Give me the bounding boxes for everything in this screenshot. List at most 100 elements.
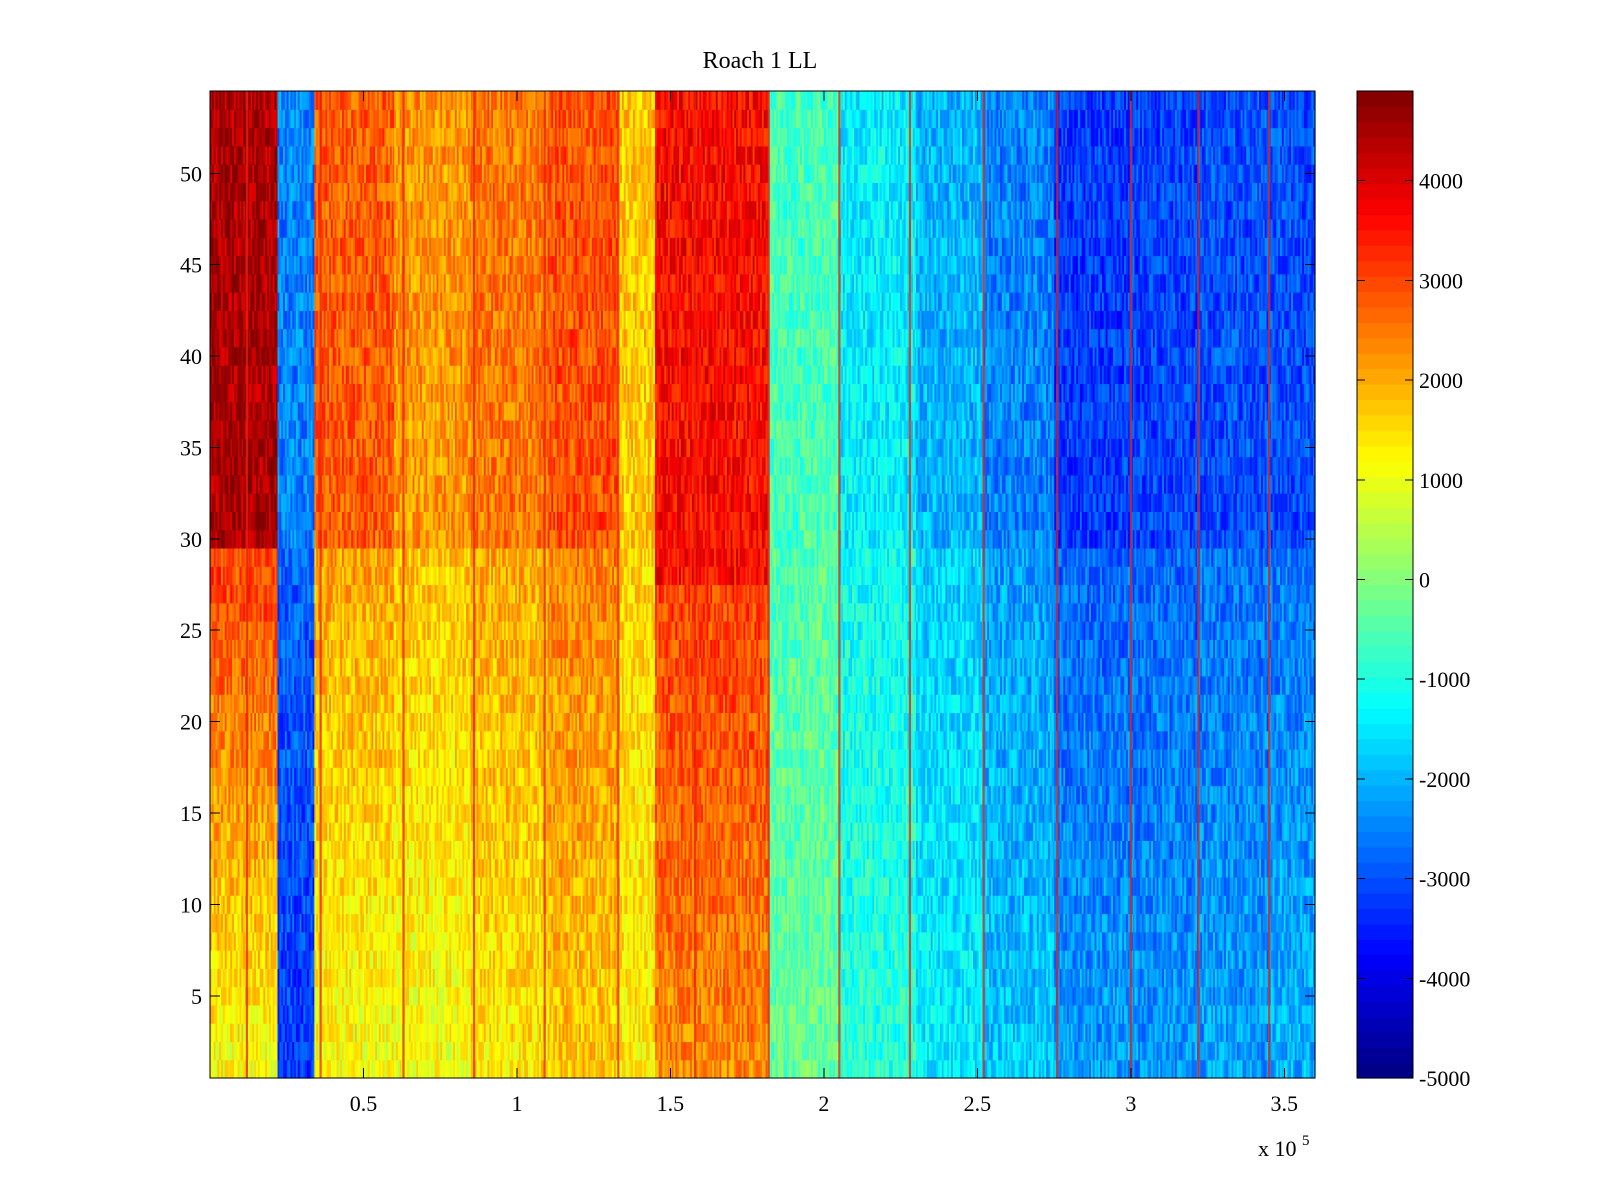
heatmap-cell — [295, 273, 299, 293]
heatmap-cell — [279, 712, 282, 732]
heatmap-cell — [254, 621, 257, 640]
heatmap-cell — [221, 310, 224, 330]
heatmap-cell — [237, 1023, 241, 1043]
heatmap-cell — [290, 913, 293, 933]
heatmap-cell — [297, 401, 301, 421]
heatmap-cell — [219, 968, 222, 988]
heatmap-cell — [276, 109, 279, 129]
heatmap-cell — [306, 566, 310, 586]
heatmap-cell — [308, 931, 312, 951]
heatmap-cell — [316, 803, 319, 823]
heatmap-cell — [243, 127, 246, 147]
heatmap-cell — [286, 328, 290, 348]
heatmap-cell — [210, 91, 213, 110]
heatmap-cell — [295, 511, 299, 531]
heatmap-cell — [235, 1004, 239, 1024]
heatmap-cell — [272, 968, 276, 988]
heatmap-cell — [312, 803, 315, 823]
heatmap-cell — [270, 420, 274, 439]
heatmap-cell — [272, 840, 276, 860]
heatmap-cell — [267, 1041, 270, 1061]
heatmap-cell — [235, 547, 239, 567]
heatmap-cell — [288, 566, 292, 586]
heatmap-cell — [233, 456, 237, 476]
heatmap-cell — [288, 292, 292, 311]
heatmap-cell — [224, 749, 228, 768]
heatmap-cell — [274, 730, 277, 750]
heatmap-cell — [279, 803, 282, 823]
heatmap-cell — [265, 840, 268, 860]
heatmap-cell — [274, 840, 277, 860]
heatmap-cell — [299, 218, 303, 238]
heatmap-cell — [274, 511, 277, 531]
heatmap-cell — [294, 858, 297, 878]
heatmap-cell — [246, 493, 250, 512]
heatmap-cell — [256, 145, 259, 165]
heatmap-cell — [279, 346, 282, 366]
heatmap-cell — [248, 876, 252, 896]
heatmap-cell — [295, 255, 299, 275]
heatmap-cell — [233, 767, 237, 787]
heatmap-cell — [299, 968, 303, 988]
heatmap-cell — [310, 383, 314, 403]
heatmap-cell — [241, 950, 244, 969]
heatmap-cell — [294, 438, 297, 458]
heatmap-cell — [299, 822, 303, 841]
heatmap-cell — [239, 273, 242, 293]
heatmap-cell — [222, 493, 226, 512]
heatmap-cell — [257, 730, 261, 750]
heatmap-cell — [308, 584, 312, 604]
heatmap-cell — [210, 913, 213, 933]
heatmap-cell — [224, 127, 228, 147]
heatmap-cell — [248, 1041, 252, 1061]
heatmap-cell — [246, 694, 250, 714]
heatmap-cell — [237, 712, 241, 732]
heatmap-cell — [297, 803, 301, 823]
heatmap-cell — [268, 822, 272, 841]
heatmap-cell — [215, 858, 218, 878]
heatmap-cell — [254, 346, 257, 366]
heatmap-cell — [270, 694, 274, 714]
heatmap-cell — [254, 1059, 257, 1079]
heatmap-cell — [292, 529, 295, 549]
heatmap-cell — [283, 1059, 286, 1079]
heatmap-cell — [316, 840, 319, 860]
heatmap-cell — [277, 1041, 280, 1061]
heatmap-cell — [303, 803, 306, 823]
heatmap-cell — [312, 328, 315, 348]
heatmap-cell — [248, 255, 252, 275]
heatmap-cell — [305, 822, 308, 841]
heatmap-cell — [235, 346, 239, 366]
heatmap-cell — [276, 876, 279, 896]
heatmap-cell — [215, 657, 218, 677]
heatmap-cell — [277, 456, 280, 476]
heatmap-cell — [254, 785, 257, 805]
heatmap-cell — [299, 328, 303, 348]
heatmap-cell — [276, 840, 279, 860]
heatmap-cell — [246, 803, 250, 823]
heatmap-cell — [301, 895, 304, 915]
heatmap-cell — [243, 803, 246, 823]
heatmap-cell — [246, 511, 250, 531]
heatmap-cell — [232, 858, 235, 878]
heatmap-cell — [243, 200, 246, 220]
heatmap-cell — [257, 310, 261, 330]
heatmap-cell — [226, 803, 230, 823]
heatmap-cell — [259, 895, 263, 915]
heatmap-cell — [233, 694, 237, 714]
heatmap-cell — [261, 968, 265, 988]
heatmap-cell — [305, 474, 308, 494]
heatmap-cell — [235, 712, 239, 732]
heatmap-cell — [211, 785, 215, 805]
heatmap-cell — [279, 767, 282, 787]
heatmap-cell — [233, 529, 237, 549]
heatmap-cell — [263, 566, 266, 586]
heatmap-cell — [237, 346, 241, 366]
heatmap-cell — [219, 785, 222, 805]
heatmap-cell — [211, 602, 215, 622]
heatmap-cell — [286, 1059, 290, 1079]
heatmap-cell — [217, 840, 220, 860]
heatmap-cell — [254, 730, 257, 750]
heatmap-cell — [243, 566, 246, 586]
heatmap-cell — [265, 109, 268, 129]
